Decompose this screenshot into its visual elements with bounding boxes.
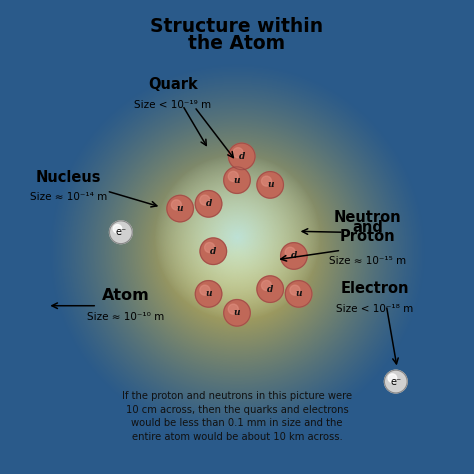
Text: Size ≈ 10⁻¹⁵ m: Size ≈ 10⁻¹⁵ m [329, 256, 406, 266]
Circle shape [228, 172, 238, 182]
Text: d: d [291, 252, 297, 260]
Circle shape [224, 167, 250, 193]
Text: e⁻: e⁻ [391, 376, 402, 387]
Text: e⁻: e⁻ [116, 227, 127, 237]
Circle shape [205, 243, 215, 253]
Text: and: and [352, 219, 383, 235]
Text: Quark: Quark [148, 77, 198, 92]
Text: u: u [205, 290, 212, 298]
Circle shape [262, 281, 272, 291]
Circle shape [257, 276, 283, 302]
Circle shape [233, 148, 243, 158]
Circle shape [167, 195, 193, 222]
Text: Size ≈ 10⁻¹⁴ m: Size ≈ 10⁻¹⁴ m [30, 192, 107, 202]
Circle shape [228, 143, 255, 170]
Circle shape [290, 285, 300, 295]
Circle shape [200, 285, 210, 295]
Text: u: u [267, 181, 273, 189]
Circle shape [285, 281, 312, 307]
Text: d: d [210, 247, 217, 255]
Text: d: d [267, 285, 273, 293]
Text: Size < 10⁻¹⁹ m: Size < 10⁻¹⁹ m [135, 100, 211, 109]
Text: Nucleus: Nucleus [36, 170, 101, 185]
Text: d: d [238, 152, 245, 161]
Circle shape [285, 247, 295, 257]
Circle shape [172, 200, 182, 210]
Text: Structure within: Structure within [150, 17, 324, 36]
Text: the Atom: the Atom [189, 34, 285, 53]
Circle shape [388, 374, 397, 383]
Circle shape [109, 221, 132, 244]
Text: Neutron: Neutron [334, 210, 401, 225]
Circle shape [224, 300, 250, 326]
Text: u: u [177, 204, 183, 213]
Text: Electron: Electron [340, 281, 409, 296]
Text: Proton: Proton [339, 229, 395, 244]
Circle shape [281, 243, 307, 269]
Circle shape [262, 176, 272, 186]
Circle shape [200, 238, 227, 264]
Circle shape [384, 370, 407, 393]
Circle shape [200, 195, 210, 205]
Text: Size < 10⁻¹⁸ m: Size < 10⁻¹⁸ m [336, 304, 413, 314]
Text: Size ≈ 10⁻¹⁰ m: Size ≈ 10⁻¹⁰ m [87, 312, 164, 322]
Circle shape [113, 225, 122, 233]
Text: u: u [234, 176, 240, 184]
Text: Atom: Atom [102, 288, 149, 303]
Text: d: d [205, 200, 212, 208]
Text: If the proton and neutrons in this picture were
10 cm across, then the quarks an: If the proton and neutrons in this pictu… [122, 391, 352, 442]
Circle shape [228, 304, 238, 314]
Circle shape [195, 281, 222, 307]
Text: u: u [295, 290, 302, 298]
Text: u: u [234, 309, 240, 317]
Circle shape [195, 191, 222, 217]
Circle shape [257, 172, 283, 198]
